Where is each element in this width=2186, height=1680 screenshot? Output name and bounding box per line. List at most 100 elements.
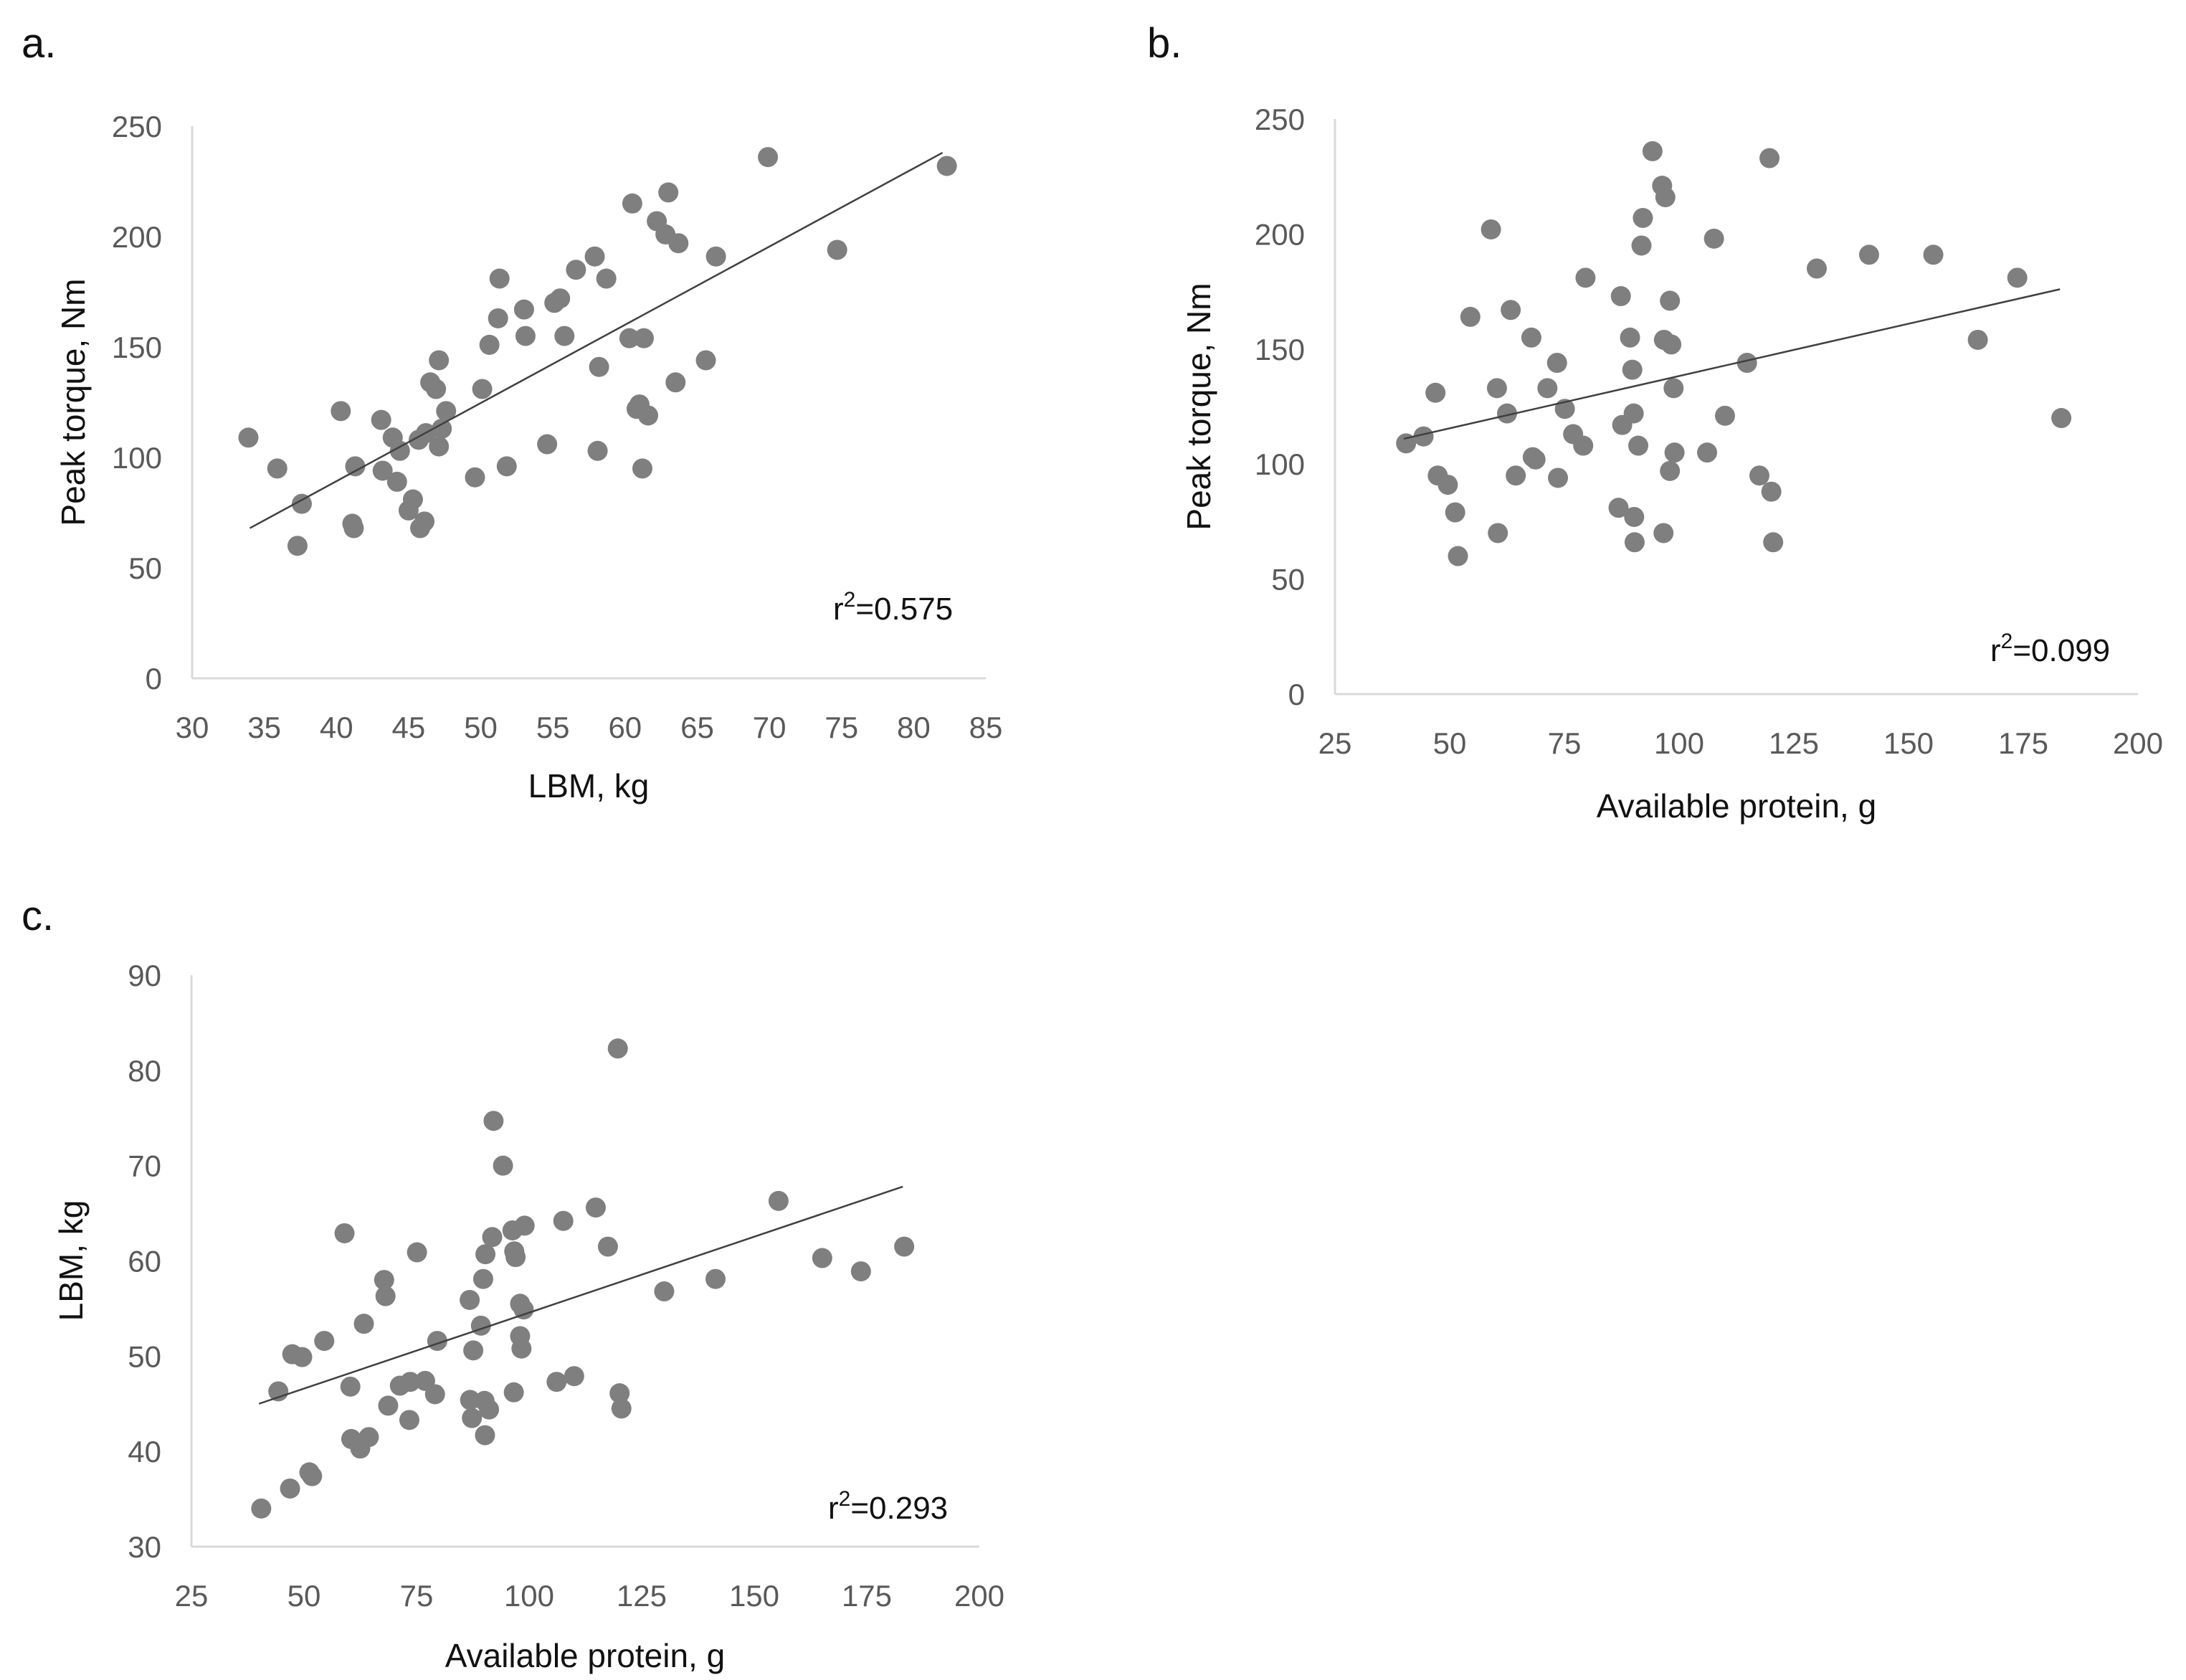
data-point [587, 440, 608, 461]
data-point [596, 268, 617, 289]
data-point [850, 1261, 871, 1282]
data-point [429, 350, 450, 371]
data-point [436, 401, 457, 422]
data-point [1661, 334, 1682, 355]
data-point [894, 1236, 915, 1257]
x-tick-label: 25 [1318, 726, 1352, 760]
data-point [378, 1395, 399, 1416]
data-point [482, 1227, 503, 1248]
data-point [2051, 408, 2072, 429]
y-tick-label: 0 [1288, 678, 1305, 711]
data-point [514, 1215, 535, 1236]
data-point [705, 1268, 726, 1289]
chart-panel-b: b. 0 50 100 150 200 250 25 50 75 100 125 150 175 200 Av… [1147, 20, 2163, 825]
data-point [353, 1314, 374, 1334]
data-point [1396, 433, 1417, 454]
data-point [374, 1270, 394, 1291]
data-point [553, 1210, 574, 1231]
y-tick-label: 100 [112, 441, 162, 475]
x-tick-label: 125 [1769, 726, 1819, 760]
data-point [432, 418, 452, 439]
data-point [585, 1197, 606, 1218]
data-point [1663, 378, 1684, 399]
data-point [638, 405, 659, 426]
x-tick-label: 175 [1998, 726, 2048, 760]
data-point [513, 299, 534, 320]
data-point [343, 518, 364, 538]
data-point [1660, 290, 1681, 311]
data-point [414, 511, 435, 532]
data-point [1481, 219, 1501, 239]
x-tick-label: 25 [175, 1579, 209, 1613]
x-axis-title: Available protein, g [1597, 787, 1876, 825]
data-point [564, 1366, 584, 1387]
data-point [1460, 306, 1481, 327]
y-tick-label: 200 [112, 220, 162, 254]
data-point [622, 193, 642, 214]
data-point [1761, 481, 1782, 502]
y-tick-label: 40 [128, 1435, 161, 1468]
y-tick-label: 250 [1255, 103, 1305, 136]
r-superscript: 2 [839, 1487, 851, 1511]
y-tick-label: 150 [1255, 333, 1305, 366]
data-point [389, 440, 410, 461]
data-point [292, 1347, 313, 1367]
x-tick-label: 75 [400, 1579, 434, 1613]
data-point [1521, 327, 1541, 348]
data-point [1655, 187, 1676, 208]
x-tick-label: 45 [392, 711, 426, 744]
data-point [1548, 468, 1569, 488]
data-point [1923, 245, 1944, 265]
data-point [633, 328, 654, 348]
data-point [429, 436, 450, 457]
x-tick-label: 40 [320, 711, 353, 744]
data-point [1660, 460, 1681, 481]
data-point [537, 434, 558, 455]
data-point [407, 1242, 427, 1263]
data-point [287, 536, 308, 556]
trend-line [249, 151, 944, 529]
data-point [658, 182, 679, 203]
data-point [758, 147, 779, 168]
data-point [402, 489, 423, 510]
chart-panel-c: c. 30 40 50 60 70 80 90 25 50 75 100 125 150 175 200 Ava… [22, 893, 1004, 1674]
y-tick-label: 90 [128, 959, 161, 992]
x-tick-label: 85 [969, 711, 1003, 744]
y-axis-title: Peak torque, Nm [54, 278, 92, 526]
data-point [1575, 267, 1596, 288]
data-point [1497, 403, 1517, 424]
data-point [291, 493, 312, 514]
x-tick-label: 75 [1548, 726, 1582, 760]
y-tick-label: 250 [112, 110, 162, 143]
data-point [1967, 329, 1988, 350]
data-point [314, 1331, 335, 1352]
data-point [496, 456, 517, 477]
data-point [668, 233, 689, 254]
r-superscript: 2 [844, 588, 856, 612]
data-point [375, 1286, 396, 1306]
y-tick-label: 200 [1255, 217, 1305, 251]
data-point [251, 1498, 272, 1519]
data-point [472, 1268, 493, 1289]
data-point [1664, 442, 1685, 463]
x-tick-label: 30 [176, 711, 209, 744]
data-point [597, 1236, 618, 1257]
data-point [267, 458, 287, 479]
data-point [1537, 378, 1558, 399]
data-point [1763, 532, 1784, 553]
r-symbol: r [1990, 633, 2001, 668]
data-point [515, 326, 536, 346]
data-point [1642, 141, 1663, 161]
r-symbol: r [828, 1491, 839, 1526]
x-tick-label: 200 [954, 1579, 1004, 1613]
data-point [1622, 359, 1643, 380]
x-tick-label: 80 [897, 711, 931, 744]
data-point [1858, 245, 1879, 265]
data-point [654, 1281, 675, 1302]
data-point [1759, 148, 1780, 169]
data-point [463, 1340, 484, 1361]
data-point [483, 1111, 504, 1131]
data-point [546, 1372, 567, 1392]
data-point [280, 1478, 300, 1499]
r-symbol: r [833, 592, 844, 627]
